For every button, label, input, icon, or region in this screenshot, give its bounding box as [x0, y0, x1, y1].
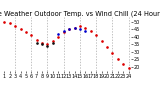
Title: Milwaukee Weather Outdoor Temp. vs Wind Chill (24 Hours): Milwaukee Weather Outdoor Temp. vs Wind … — [0, 10, 160, 17]
